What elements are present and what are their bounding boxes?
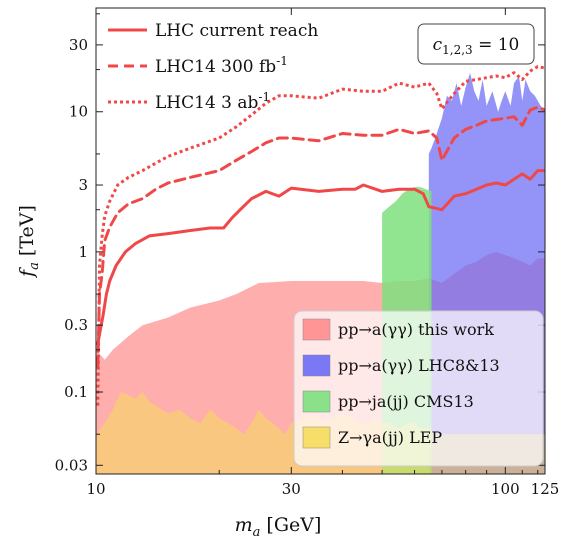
- legend-line-label: LHC current reach: [155, 21, 318, 41]
- legend-line-label: LHC14 300 fb-1: [155, 54, 288, 77]
- line-solid-series: [96, 169, 545, 346]
- y-tick-label: 0.3: [64, 316, 88, 334]
- x-tick-label: 10: [86, 480, 105, 498]
- legend-lines: LHC current reach LHC14 300 fb-1 LHC14 3 a…: [108, 21, 318, 113]
- legend-region-label: pp→a(γγ) this work: [338, 320, 494, 339]
- y-tick-label: 1: [78, 243, 88, 261]
- legend-line-label: LHC14 3 ab-1: [155, 90, 270, 113]
- coupling-label: c1,2,3 = 10: [433, 35, 520, 57]
- y-tick-label: 0.03: [55, 456, 88, 474]
- legend-region-label: pp→a(γγ) LHC8&13: [338, 356, 500, 375]
- legend-region-swatch: [302, 426, 331, 449]
- y-tick-label: 30: [69, 36, 88, 54]
- y-tick-label: 3: [78, 176, 88, 194]
- legend-region-swatch: [302, 318, 331, 341]
- line-dashed-series: [96, 105, 545, 369]
- x-axis: 10 30 100 125: [86, 8, 559, 498]
- x-tick-label: 125: [531, 480, 560, 498]
- legend-region-swatch: [302, 390, 331, 413]
- line-dotted-series: [96, 65, 545, 406]
- x-tick-label: 30: [282, 480, 301, 498]
- legend-region-label: pp→ja(jj) CMS13: [338, 392, 474, 411]
- x-axis-title: ma [GeV]: [235, 514, 322, 540]
- legend-frame: [293, 310, 544, 467]
- reach-curves: [96, 65, 545, 406]
- legend-regions: pp→a(γγ) this work pp→a(γγ) LHC8&13 pp→ja(…: [293, 310, 544, 467]
- legend-region-swatch: [302, 354, 331, 377]
- y-axis-title: fa[TeV]: [16, 205, 42, 279]
- coupling-box: c1,2,3 = 10: [417, 23, 535, 65]
- x-tick-label: 100: [491, 480, 520, 498]
- y-axis: 0.03 0.1 0.3 1 3 10 30: [55, 13, 545, 474]
- y-tick-label: 0.1: [64, 383, 88, 401]
- y-tick-label: 10: [69, 103, 88, 121]
- plot-frame: [95, 7, 546, 475]
- legend-region-label: Z→γa(jj) LEP: [338, 428, 442, 447]
